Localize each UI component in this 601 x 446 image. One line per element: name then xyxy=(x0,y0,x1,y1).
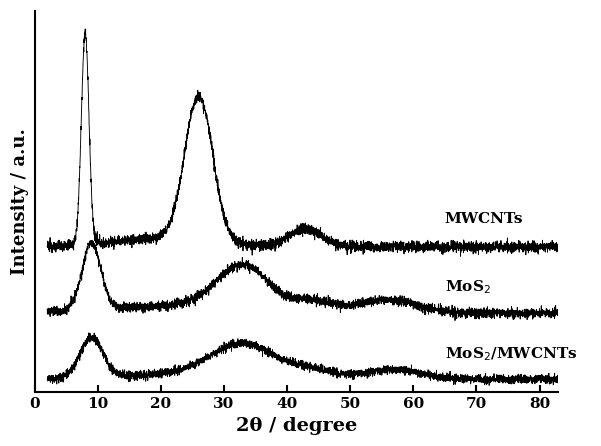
Text: MoS$_2$/MWCNTs: MoS$_2$/MWCNTs xyxy=(445,345,578,363)
Y-axis label: Intensity / a.u.: Intensity / a.u. xyxy=(11,128,29,275)
Text: MoS$_2$: MoS$_2$ xyxy=(445,279,491,297)
X-axis label: 2θ / degree: 2θ / degree xyxy=(236,417,357,435)
Text: MWCNTs: MWCNTs xyxy=(445,212,523,226)
